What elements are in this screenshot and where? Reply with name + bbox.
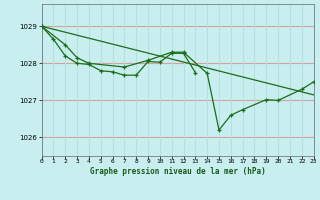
X-axis label: Graphe pression niveau de la mer (hPa): Graphe pression niveau de la mer (hPa) — [90, 167, 266, 176]
